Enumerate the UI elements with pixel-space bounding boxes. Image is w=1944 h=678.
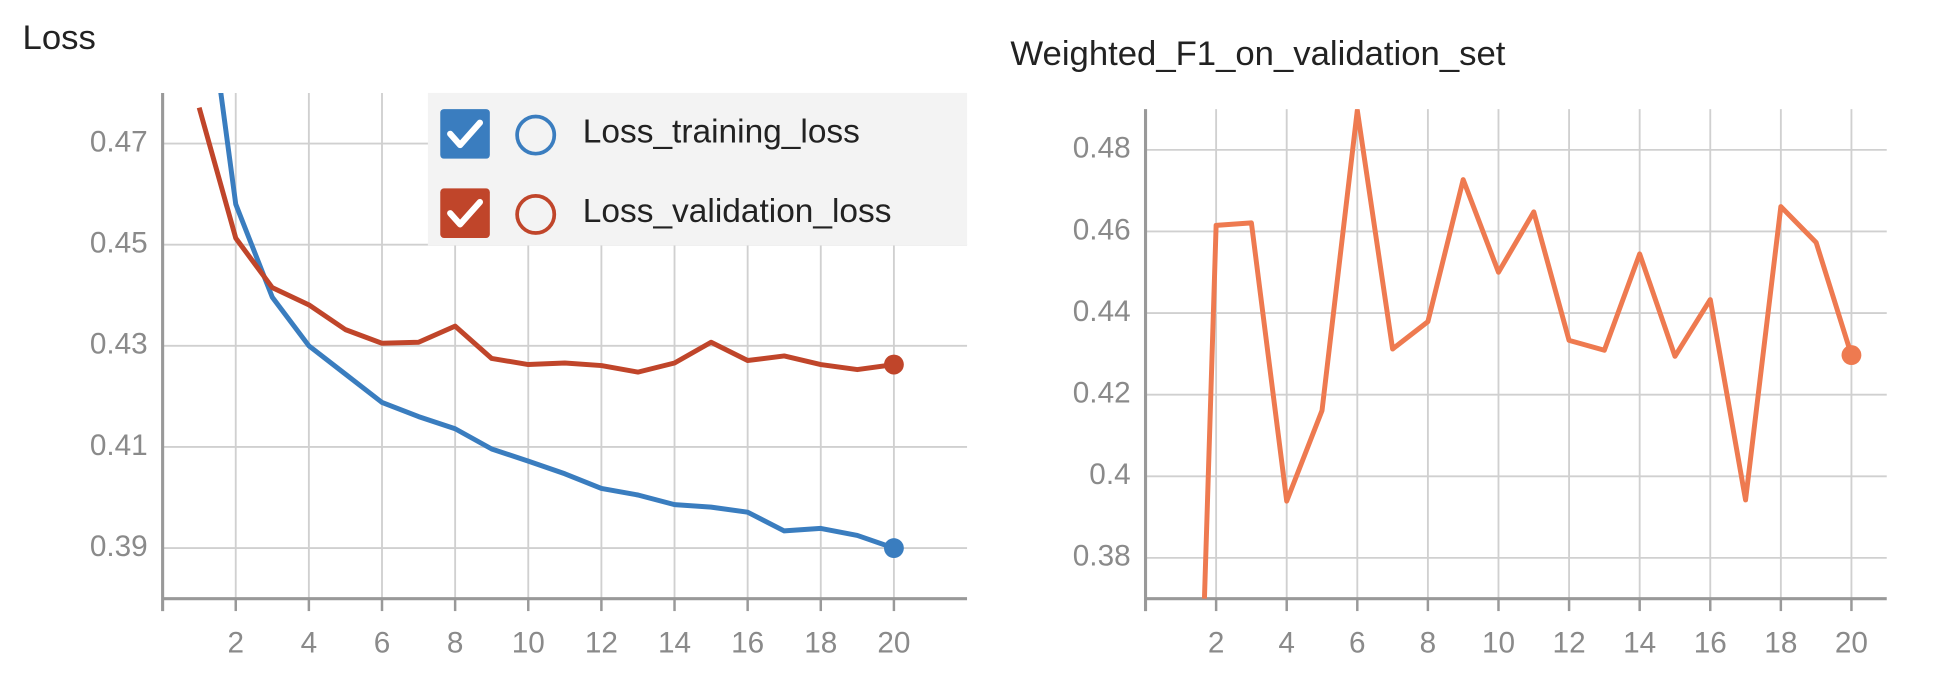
y-tick-label: 0.42 [1073, 377, 1131, 410]
x-tick-label: 20 [877, 626, 910, 659]
y-tick-label: 0.39 [90, 530, 148, 563]
legend-marker [515, 114, 557, 156]
x-tick-label: 2 [227, 626, 244, 659]
legend: Loss_training_loss Loss_validation_loss [427, 92, 968, 246]
y-tick-label: 0.43 [90, 328, 148, 361]
x-tick-label: 18 [804, 626, 837, 659]
x-tick-label: 10 [1482, 626, 1515, 659]
chart-title: Loss [23, 19, 96, 57]
x-tick-label: 12 [1553, 626, 1586, 659]
y-tick-label: 0.46 [1073, 213, 1131, 246]
legend-label: Loss_validation_loss [583, 193, 892, 230]
y-tick-label: 0.41 [90, 429, 148, 462]
y-tick-label: 0.47 [90, 125, 148, 158]
x-tick-label: 20 [1835, 626, 1868, 659]
x-tick-label: 6 [374, 626, 391, 659]
checkmark [447, 198, 484, 228]
x-tick-label: 10 [512, 626, 545, 659]
x-tick-label: 6 [1349, 626, 1366, 659]
x-tick-label: 14 [1623, 626, 1656, 659]
x-tick-label: 2 [1208, 626, 1225, 659]
chart: Weighted_F1_on_validation_set 0.38 0.4 0.42… [1010, 35, 1887, 659]
checkmark [447, 119, 484, 149]
y-tick-label: 0.48 [1073, 132, 1131, 165]
y-tick-label: 0.38 [1073, 540, 1131, 573]
y-tick-label: 0.45 [90, 227, 148, 260]
end-dot [1841, 345, 1862, 366]
x-tick-label: 16 [1694, 626, 1727, 659]
series-line [218, 92, 895, 551]
y-tick-label: 0.44 [1073, 295, 1131, 328]
x-tick-label: 12 [585, 626, 618, 659]
chart: Loss 0.39 0.41 0.43 0.45 0.47 2 4 6 8 10 12 14 16 18 20… [23, 19, 968, 659]
legend-label: Loss_training_loss [583, 114, 860, 151]
x-tick-label: 4 [1278, 626, 1295, 659]
x-tick-label: 18 [1764, 626, 1797, 659]
y-tick-label: 0.4 [1089, 458, 1130, 491]
x-tick-label: 4 [301, 626, 318, 659]
chart-title: Weighted_F1_on_validation_set [1010, 35, 1505, 73]
series-line [1201, 109, 1854, 599]
end-dot [883, 538, 904, 559]
legend-marker [515, 193, 557, 235]
x-tick-label: 16 [731, 626, 764, 659]
x-tick-label: 14 [658, 626, 691, 659]
series-line [196, 106, 895, 375]
end-dot [883, 354, 904, 375]
x-tick-label: 8 [1420, 626, 1437, 659]
x-tick-label: 8 [447, 626, 464, 659]
